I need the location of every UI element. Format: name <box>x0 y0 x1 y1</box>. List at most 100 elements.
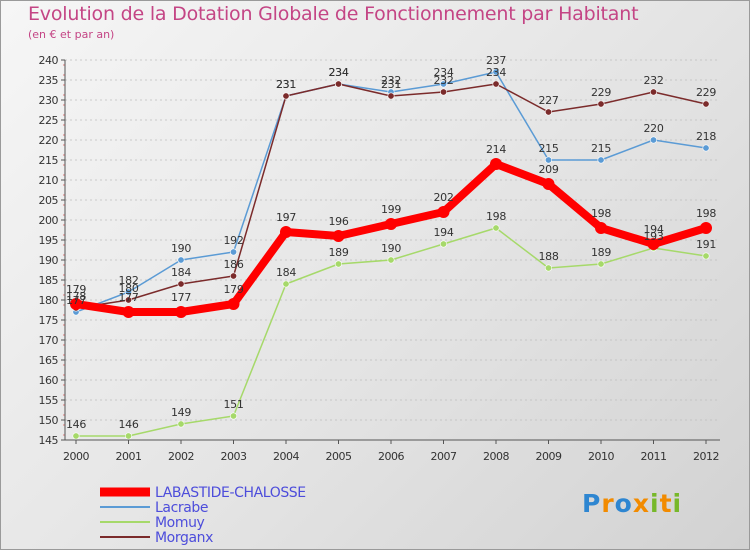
data-point <box>122 306 135 318</box>
data-label: 146 <box>66 418 86 431</box>
data-point <box>544 108 552 116</box>
y-tick-label: 175 <box>39 314 59 327</box>
y-tick-label: 170 <box>39 334 59 347</box>
data-point <box>492 224 500 232</box>
data-label: 231 <box>276 78 296 91</box>
data-point <box>542 178 555 190</box>
data-point <box>702 252 710 260</box>
x-tick-label: 2003 <box>221 450 247 463</box>
data-label: 186 <box>223 258 243 271</box>
data-point <box>177 256 185 264</box>
x-tick-label: 2010 <box>588 450 614 463</box>
y-tick-label: 215 <box>39 154 59 167</box>
data-point <box>227 298 240 310</box>
data-label: 194 <box>433 226 453 239</box>
data-point <box>230 272 238 280</box>
data-label: 198 <box>696 207 716 220</box>
data-label: 220 <box>643 122 663 135</box>
legend-label-momuy: Momuy <box>155 515 205 531</box>
data-point <box>544 156 552 164</box>
data-label: 146 <box>118 418 138 431</box>
data-label: 194 <box>643 223 663 236</box>
data-label: 198 <box>591 207 611 220</box>
data-point <box>332 230 345 242</box>
legend-label-lacrabe: Lacrabe <box>155 500 208 516</box>
data-label: 178 <box>66 290 86 303</box>
y-tick-label: 155 <box>39 394 59 407</box>
data-label: 231 <box>276 78 296 91</box>
data-point <box>334 260 342 268</box>
data-point <box>70 298 82 310</box>
data-label: 218 <box>696 130 716 143</box>
y-tick-label: 165 <box>39 354 59 367</box>
y-tick-label: 235 <box>39 74 59 87</box>
y-tick-label: 230 <box>39 94 59 107</box>
data-point <box>490 158 502 170</box>
data-point <box>280 226 292 238</box>
x-tick-label: 2002 <box>168 450 194 463</box>
data-label: 199 <box>381 203 401 216</box>
series-line-labastide-chalosse <box>72 160 710 316</box>
x-tick-label: 2008 <box>483 450 509 463</box>
data-point <box>437 206 450 218</box>
data-label: 190 <box>381 242 401 255</box>
data-label: 189 <box>591 246 611 259</box>
data-point <box>230 412 238 420</box>
data-label: 215 <box>591 142 611 155</box>
data-label: 192 <box>223 234 243 247</box>
data-label: 149 <box>171 406 191 419</box>
data-point <box>282 280 290 288</box>
data-point <box>125 288 133 296</box>
data-label: 184 <box>276 266 296 279</box>
y-tick-label: 205 <box>39 194 59 207</box>
data-label: 234 <box>328 66 348 79</box>
x-tick-label: 2012 <box>693 450 719 463</box>
data-label: 234 <box>433 66 453 79</box>
y-tick-label: 150 <box>39 414 59 427</box>
y-tick-label: 240 <box>39 54 59 67</box>
data-point <box>597 260 605 268</box>
data-label: 234 <box>486 66 506 79</box>
data-label: 231 <box>381 78 401 91</box>
data-label: 214 <box>486 143 506 156</box>
proxiti-logo: Proxiti <box>582 489 683 518</box>
y-tick-label: 210 <box>39 174 59 187</box>
data-label: 237 <box>486 54 506 67</box>
data-label: 232 <box>643 74 663 87</box>
data-label: 209 <box>538 163 558 176</box>
x-tick-label: 2000 <box>63 450 89 463</box>
axes: 145 150 155 160 165 170 175 180 185 190 195 200 205 2… <box>39 54 720 463</box>
data-point <box>647 238 660 250</box>
data-point <box>492 80 500 88</box>
data-point <box>595 222 607 234</box>
x-tick-label: 2005 <box>326 450 352 463</box>
data-point <box>230 248 238 256</box>
data-label: 177 <box>118 291 138 304</box>
data-point <box>387 92 395 100</box>
data-label: 215 <box>538 142 558 155</box>
data-point <box>439 88 447 96</box>
x-tick-label: 2009 <box>536 450 562 463</box>
data-point <box>700 222 712 234</box>
data-point <box>72 432 80 440</box>
data-point <box>649 136 657 144</box>
data-label: 151 <box>223 398 243 411</box>
y-tick-label: 180 <box>39 294 59 307</box>
data-label: 232 <box>433 74 453 87</box>
y-tick-label: 220 <box>39 134 59 147</box>
data-point <box>334 80 342 88</box>
data-point <box>177 420 185 428</box>
data-point <box>125 296 133 304</box>
data-label: 234 <box>328 66 348 79</box>
data-label: 193 <box>643 230 663 243</box>
x-tick-label: 2007 <box>431 450 457 463</box>
data-label: 182 <box>118 274 138 287</box>
data-point <box>597 100 605 108</box>
data-label: 232 <box>381 74 401 87</box>
data-label: 227 <box>538 94 558 107</box>
x-tick-label: 2006 <box>378 450 404 463</box>
data-label: 229 <box>591 86 611 99</box>
